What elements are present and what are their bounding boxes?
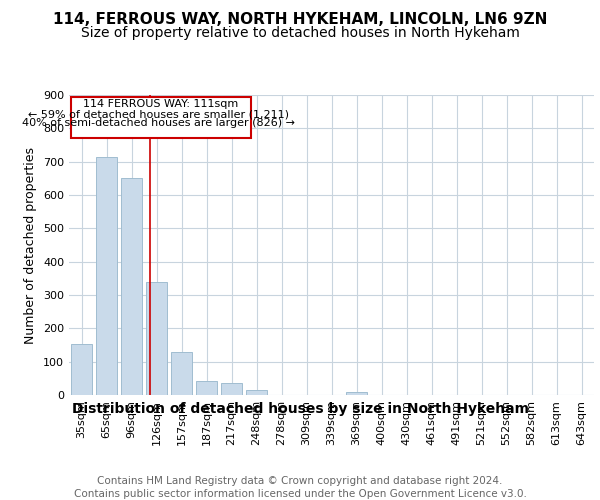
Bar — [71, 96, 251, 138]
Text: 40% of semi-detached houses are larger (826) →: 40% of semi-detached houses are larger (… — [22, 118, 295, 128]
Bar — [96, 156, 117, 395]
Y-axis label: Number of detached properties: Number of detached properties — [25, 146, 37, 344]
Text: 114, FERROUS WAY, NORTH HYKEHAM, LINCOLN, LN6 9ZN: 114, FERROUS WAY, NORTH HYKEHAM, LINCOLN… — [53, 12, 547, 28]
Text: Distribution of detached houses by size in North Hykeham: Distribution of detached houses by size … — [71, 402, 529, 416]
Bar — [196, 381, 217, 395]
Bar — [346, 392, 367, 395]
Text: ← 59% of detached houses are smaller (1,211): ← 59% of detached houses are smaller (1,… — [28, 109, 289, 119]
Bar — [146, 282, 167, 395]
Text: Contains public sector information licensed under the Open Government Licence v3: Contains public sector information licen… — [74, 489, 526, 499]
Bar — [121, 178, 142, 395]
Bar — [246, 390, 267, 395]
Text: Size of property relative to detached houses in North Hykeham: Size of property relative to detached ho… — [80, 26, 520, 40]
Text: 114 FERROUS WAY: 111sqm: 114 FERROUS WAY: 111sqm — [83, 99, 239, 109]
Bar — [221, 384, 242, 395]
Bar — [71, 344, 92, 395]
Text: Contains HM Land Registry data © Crown copyright and database right 2024.: Contains HM Land Registry data © Crown c… — [97, 476, 503, 486]
Bar — [171, 352, 192, 395]
